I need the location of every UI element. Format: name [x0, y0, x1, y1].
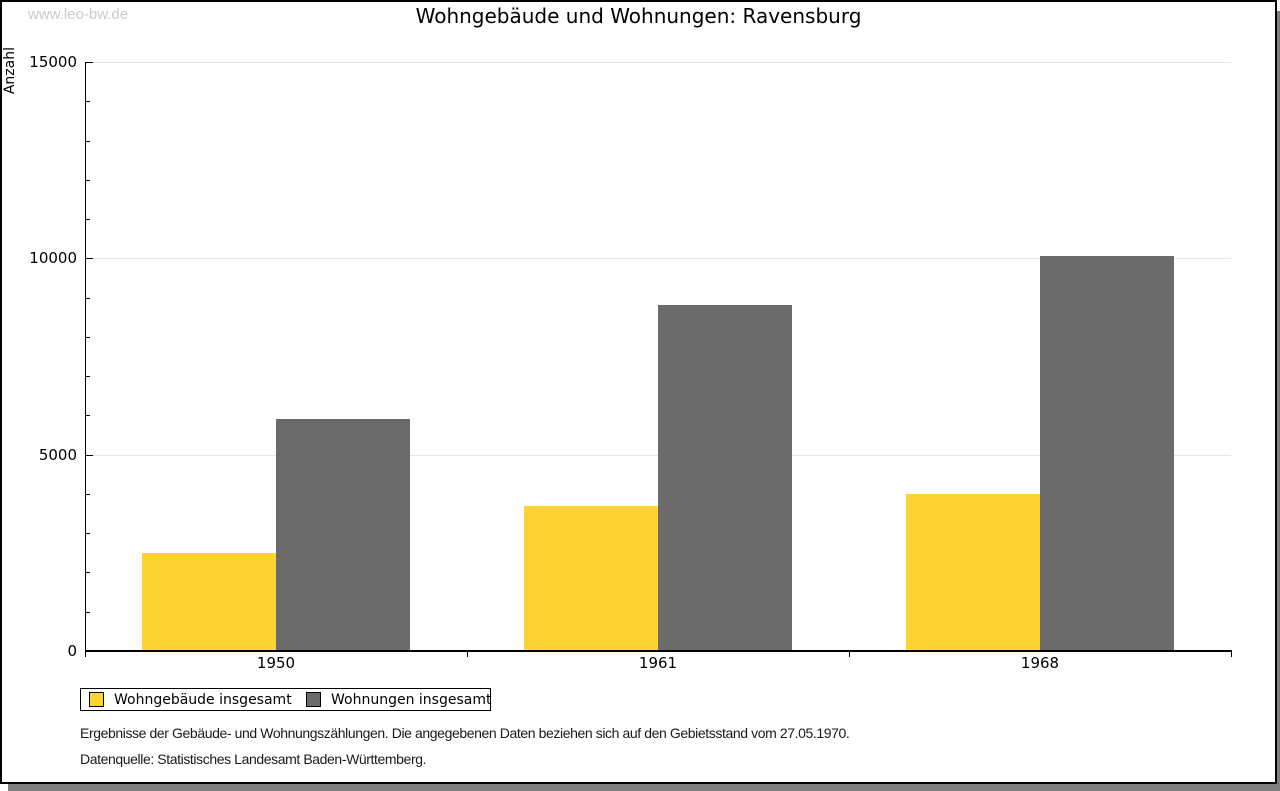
x-tick-1 [467, 652, 468, 657]
x-tick-label-1950: 1950 [256, 654, 296, 672]
y-minor-tick-8000 [86, 337, 90, 338]
bar-1961-wohnungen [658, 305, 792, 650]
y-tick-label-15000: 15000 [29, 53, 77, 71]
legend-item-wohngebaeude: Wohngebäude insgesamt [89, 689, 292, 710]
bar-1968-wohngebaeude [906, 494, 1040, 650]
y-tick-label-0: 0 [67, 642, 77, 660]
y-axis-label: Anzahl [2, 47, 18, 95]
y-minor-tick-2000 [86, 572, 90, 573]
chart-title: Wohngebäude und Wohnungen: Ravensburg [415, 4, 862, 28]
footnote-datasource: Datenquelle: Statistisches Landesamt Bad… [80, 751, 427, 767]
y-minor-tick-4000 [86, 494, 90, 495]
legend-label: Wohngebäude insgesamt [114, 691, 292, 708]
y-minor-tick-3000 [86, 533, 90, 534]
x-tick-2 [849, 652, 850, 657]
y-tick-label-10000: 10000 [29, 249, 77, 267]
legend-swatch-yellow [89, 692, 104, 707]
bar-1961-wohngebaeude [524, 506, 658, 650]
y-major-tick-15000 [86, 62, 93, 63]
x-axis-line [85, 650, 1232, 652]
x-tick-3 [1231, 652, 1232, 657]
bar-1968-wohnungen [1040, 256, 1174, 650]
y-minor-tick-13000 [86, 141, 90, 142]
legend: Wohngebäude insgesamt Wohnungen insgesam… [80, 688, 491, 711]
y-tick-label-5000: 5000 [38, 446, 77, 464]
bar-1950-wohnungen [276, 419, 410, 650]
watermark: www.leo-bw.de [28, 6, 129, 23]
legend-swatch-gray [306, 692, 321, 707]
y-minor-tick-1000 [86, 612, 90, 613]
gridline-10000 [86, 258, 1231, 259]
x-tick-label-1961: 1961 [638, 654, 678, 672]
y-minor-tick-6000 [86, 415, 90, 416]
legend-label: Wohnungen insgesamt [331, 691, 492, 708]
y-major-tick-10000 [86, 258, 93, 259]
bar-1950-wohngebaeude [142, 553, 276, 650]
y-minor-tick-9000 [86, 298, 90, 299]
y-minor-tick-7000 [86, 376, 90, 377]
y-minor-tick-14000 [86, 101, 90, 102]
gridline-15000 [86, 62, 1231, 63]
y-major-tick-5000 [86, 455, 93, 456]
y-axis-line [85, 62, 86, 652]
legend-item-wohnungen: Wohnungen insgesamt [306, 689, 491, 710]
x-tick-label-1968: 1968 [1020, 654, 1060, 672]
footnote-source-note: Ergebnisse der Gebäude- und Wohnungszähl… [80, 725, 850, 741]
x-tick-0 [85, 652, 86, 657]
y-minor-tick-12000 [86, 180, 90, 181]
y-minor-tick-11000 [86, 219, 90, 220]
